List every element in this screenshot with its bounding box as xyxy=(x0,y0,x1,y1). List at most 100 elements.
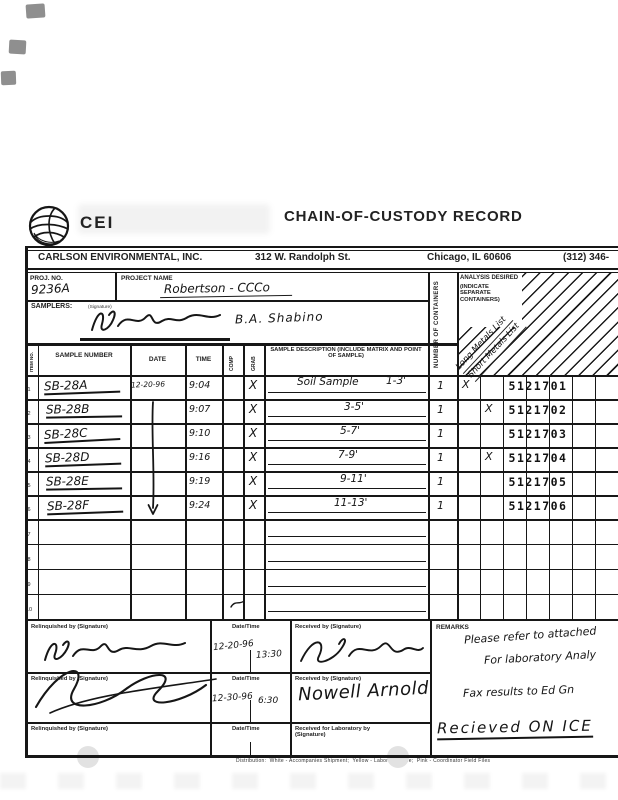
time-column-label: TIME xyxy=(195,356,212,363)
form-line xyxy=(526,375,528,619)
item-number: 7 xyxy=(27,532,31,538)
sample-number-value: SB-28A xyxy=(44,377,121,396)
sample-depth: 11-13' xyxy=(334,497,368,509)
received-label-2: Received by (Signature) xyxy=(295,676,362,682)
analysis-x-mark: X xyxy=(462,378,470,391)
form-line xyxy=(268,488,426,489)
form-line xyxy=(268,561,426,562)
company-phone: (312) 346- xyxy=(563,252,610,263)
sample-time-value: 9:24 xyxy=(189,500,211,511)
date-column-label: DATE xyxy=(148,356,167,363)
project-name-label: PROJECT NAME xyxy=(121,275,173,282)
containers-count: 1 xyxy=(437,427,444,440)
comp-column-label: COMP xyxy=(229,356,235,371)
form-line xyxy=(185,343,187,619)
form-line xyxy=(25,672,430,674)
scan-artifact-mark xyxy=(25,3,46,19)
form-line xyxy=(130,343,132,619)
sample-number-value: SB-28C xyxy=(44,425,121,445)
form-line xyxy=(38,343,40,619)
proj-no-value: 9236A xyxy=(30,280,71,298)
relinquished-label-3: Relinquished by (Signature) xyxy=(31,726,108,732)
form-line xyxy=(480,375,482,619)
form-line xyxy=(210,620,212,755)
sampler-printed-name: B.A. Shabino xyxy=(234,309,324,327)
sample-number-value: SB-28B xyxy=(46,402,123,420)
form-line xyxy=(222,343,224,619)
sample-number-label: SAMPLE NUMBER xyxy=(55,352,113,359)
form-line xyxy=(115,272,117,300)
remark-line-1: Please refer to attached xyxy=(463,624,597,647)
sample-number-value: SB-28F xyxy=(47,497,124,516)
sample-time-value: 9:07 xyxy=(189,404,211,415)
form-line xyxy=(25,447,618,449)
sample-number-value: SB-28D xyxy=(45,449,122,468)
form-line xyxy=(25,272,618,274)
item-number: 6 xyxy=(27,507,31,513)
form-line xyxy=(243,343,245,619)
form-line xyxy=(25,495,618,497)
scan-smudge-band xyxy=(0,773,618,789)
form-line xyxy=(268,611,426,612)
relinquished-signature-1 xyxy=(44,640,186,661)
lab-number-stamp: 5121701 xyxy=(508,379,568,393)
form-line xyxy=(25,569,618,571)
remarks-label: REMARKS xyxy=(436,624,469,631)
received-signature-2: Nowell Arnold xyxy=(297,677,430,706)
item-column-label: ITEM NO. xyxy=(29,352,34,372)
form-line xyxy=(268,586,426,587)
proj-no-label: PROJ. NO. xyxy=(30,275,63,282)
form-line xyxy=(268,416,426,417)
form-line xyxy=(25,519,618,521)
scan-artifact-mark xyxy=(8,39,27,55)
form-line xyxy=(268,440,426,441)
form-line xyxy=(290,620,292,755)
item-number: 3 xyxy=(27,435,31,441)
company-address: 312 W. Randolph St. xyxy=(255,252,351,263)
date-ditto-arrow xyxy=(147,401,159,515)
form-line xyxy=(25,268,618,270)
containers-count: 1 xyxy=(437,451,444,464)
sample-depth: 1-3' xyxy=(386,375,407,387)
sample-time-value: 9:16 xyxy=(189,452,211,463)
containers-count: 1 xyxy=(437,403,444,416)
grab-mark: X xyxy=(249,474,258,488)
form-line xyxy=(595,375,597,619)
sample-time-value: 9:19 xyxy=(189,476,211,487)
form-line xyxy=(25,423,618,425)
form-line xyxy=(268,512,426,513)
relinquished-label-1: Relinquished by (Signature) xyxy=(31,624,108,630)
item-number: 2 xyxy=(27,411,31,417)
grab-mark: X xyxy=(249,450,258,464)
form-line xyxy=(250,700,252,722)
sample-date-value: 12-20-96 xyxy=(130,379,166,390)
form-line xyxy=(25,722,430,724)
sample-time-value: 9:10 xyxy=(189,428,211,439)
form-line xyxy=(268,392,426,393)
item-number: 9 xyxy=(27,582,31,588)
form-line xyxy=(25,246,618,248)
lab-number-stamp: 5121704 xyxy=(508,451,568,465)
item-number: 4 xyxy=(27,459,31,465)
datetime-label-1: Date/Time xyxy=(232,624,260,630)
remark-line-4: Recieved ON ICE xyxy=(437,717,594,741)
relinquished-time-1: 13:30 xyxy=(255,649,283,661)
containers-count: 1 xyxy=(437,499,444,512)
lab-number-stamp: 5121706 xyxy=(508,499,568,513)
lab-number-stamp: 5121705 xyxy=(508,475,568,489)
form-line xyxy=(250,650,252,672)
form-line xyxy=(572,375,574,619)
analysis-label-patch: ANALYSIS DESIRED (INDICATE SEPARATE CONT… xyxy=(458,273,522,327)
form-line xyxy=(268,464,426,465)
form-line xyxy=(268,536,426,537)
form-line xyxy=(430,620,432,758)
form-line xyxy=(428,272,430,619)
form-line xyxy=(25,544,618,546)
grab-mark: X xyxy=(249,378,258,392)
logo-text: CEI xyxy=(80,213,115,232)
sample-depth: 7-9' xyxy=(338,449,359,461)
received-label-1: Received by (Signature) xyxy=(295,624,362,630)
received-lab-label: Received for Laboratory by (Signature) xyxy=(295,726,371,739)
form-line xyxy=(25,619,618,621)
sample-description: Soil Sample xyxy=(297,376,359,388)
